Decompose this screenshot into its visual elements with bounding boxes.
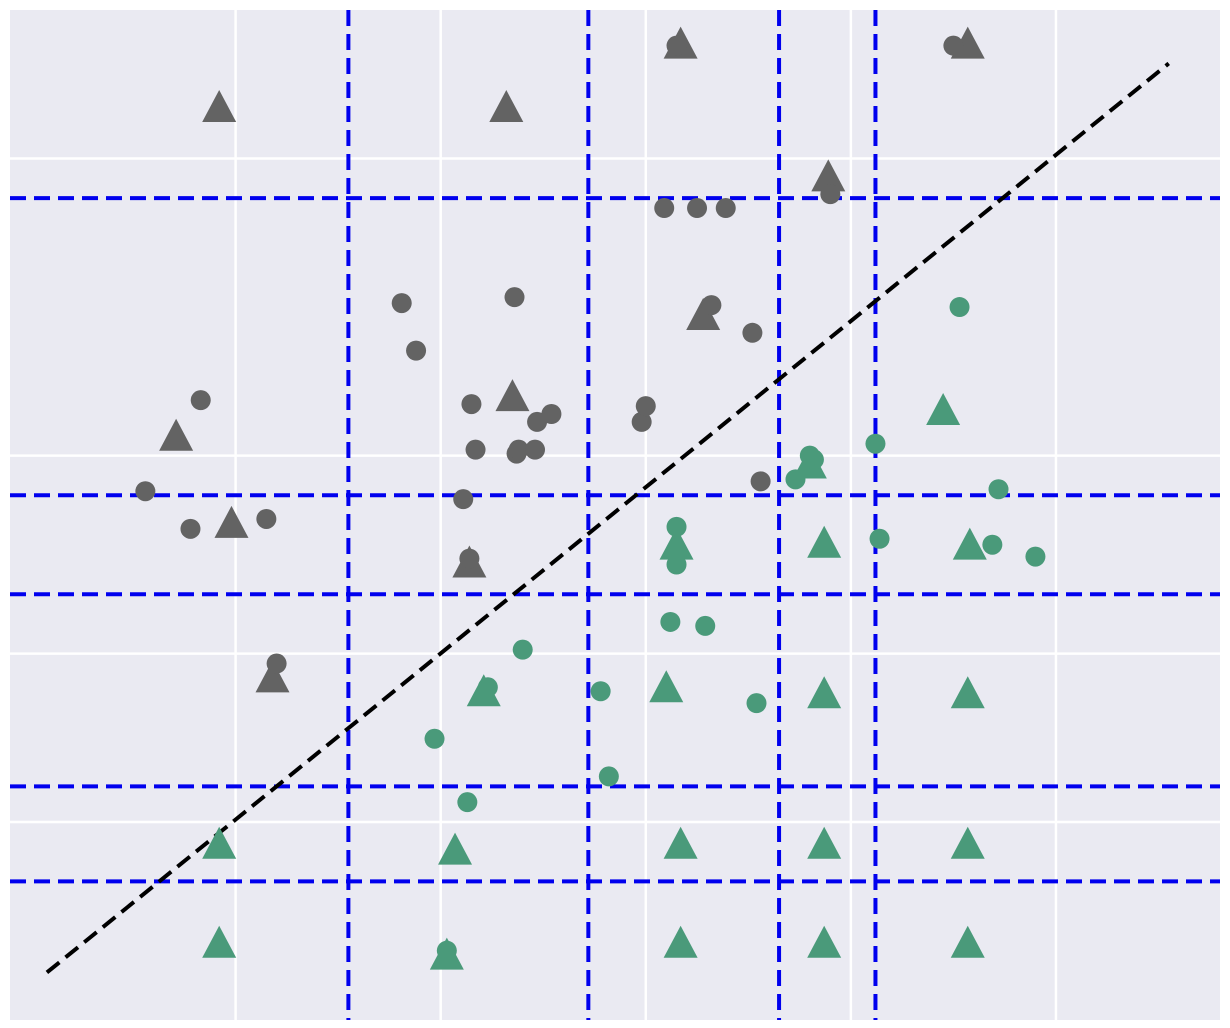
data-point-circle <box>590 681 611 702</box>
data-point-circle <box>424 728 445 749</box>
data-point-circle <box>701 295 722 316</box>
data-point-circle <box>266 653 287 674</box>
data-point-circle <box>512 639 533 660</box>
data-point-triangle <box>663 826 698 859</box>
data-point-triangle <box>202 90 237 123</box>
data-point-circle <box>391 293 412 314</box>
plot-background <box>10 10 1220 1020</box>
data-point-triangle <box>807 676 842 709</box>
data-point-triangle <box>686 297 721 330</box>
data-point-circle <box>742 322 763 343</box>
data-point-circle <box>465 439 486 460</box>
data-point-triangle <box>926 393 961 426</box>
data-point-circle <box>135 481 156 502</box>
data-point-triangle <box>950 826 985 859</box>
data-point-circle <box>631 411 652 432</box>
data-point-circle <box>541 404 562 424</box>
data-point-circle <box>406 340 427 361</box>
data-point-triangle <box>438 832 473 865</box>
data-point-circle <box>715 198 736 219</box>
data-point-triangle <box>811 159 846 192</box>
data-point-triangle <box>807 925 842 958</box>
data-point-circle <box>785 469 806 490</box>
data-point-triangle <box>952 527 987 560</box>
data-point-circle <box>746 693 767 714</box>
data-point-circle <box>457 792 478 813</box>
data-points <box>135 26 1046 970</box>
data-point-circle <box>180 518 201 539</box>
data-point-circle <box>459 548 480 569</box>
data-point-circle <box>750 471 771 492</box>
data-point-triangle <box>214 505 249 538</box>
data-point-circle <box>453 489 474 510</box>
data-point-triangle <box>807 525 842 558</box>
data-point-circle <box>687 198 708 219</box>
data-point-circle <box>654 198 675 219</box>
data-point-circle <box>598 766 619 787</box>
data-point-circle <box>666 35 687 56</box>
data-point-circle <box>477 677 498 698</box>
data-point-circle <box>660 611 681 632</box>
data-point-triangle <box>202 925 237 958</box>
data-point-circle <box>695 615 716 636</box>
data-point-circle <box>508 439 529 460</box>
data-point-triangle <box>659 527 694 560</box>
grid-lines <box>10 10 1220 1020</box>
data-point-triangle <box>489 90 524 123</box>
data-point-circle <box>436 940 457 961</box>
data-point-circle <box>943 35 964 56</box>
data-point-circle <box>256 508 277 529</box>
data-point-circle <box>820 184 841 205</box>
data-point-triangle <box>950 925 985 958</box>
data-point-circle <box>799 445 820 466</box>
boundary-line <box>45 61 1170 975</box>
data-point-circle <box>635 396 656 417</box>
data-point-circle <box>190 390 211 411</box>
data-point-triangle <box>950 676 985 709</box>
data-point-circle <box>461 394 482 415</box>
split-lines <box>10 10 1220 1020</box>
data-point-triangle <box>807 826 842 859</box>
data-point-triangle <box>202 826 237 859</box>
data-point-circle <box>988 479 1009 500</box>
data-point-circle <box>1025 546 1046 567</box>
data-point-circle <box>982 534 1003 555</box>
data-point-triangle <box>663 925 698 958</box>
data-point-triangle <box>255 660 290 693</box>
decision-boundary <box>45 61 1170 975</box>
data-point-circle <box>869 528 890 549</box>
data-point-circle <box>504 287 525 308</box>
data-point-circle <box>949 297 970 318</box>
data-point-triangle <box>649 670 684 703</box>
data-point-triangle <box>159 418 194 451</box>
data-point-circle <box>666 516 687 537</box>
data-point-circle <box>865 433 886 454</box>
data-point-circle <box>666 554 687 575</box>
data-point-circle <box>525 439 546 460</box>
data-point-triangle <box>495 379 530 412</box>
